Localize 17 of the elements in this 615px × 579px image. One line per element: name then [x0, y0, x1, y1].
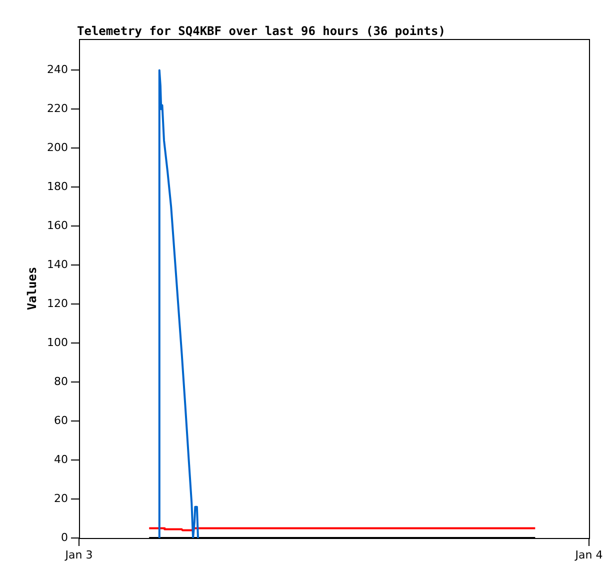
- y-tick-label: 180: [47, 180, 68, 193]
- y-tick-label: 240: [47, 63, 68, 76]
- x-tick-label: Jan 4: [574, 548, 603, 562]
- y-tick-label: 20: [54, 492, 68, 505]
- y-axis-title: Values: [25, 266, 40, 310]
- y-tick-label: 200: [47, 141, 68, 154]
- chart-title: Telemetry for SQ4KBF over last 96 hours (36 points): [77, 24, 446, 38]
- y-tick-label: 40: [54, 452, 68, 466]
- y-tick-label: 80: [54, 374, 68, 388]
- y-tick-label: 100: [47, 336, 68, 349]
- x-tick-label: Jan 3: [64, 548, 93, 562]
- y-tick-label: 140: [47, 258, 68, 271]
- y-tick-label: 0: [61, 530, 68, 544]
- y-tick-label: 120: [47, 296, 68, 310]
- y-tick-label: 220: [47, 102, 68, 116]
- y-tick-label: 160: [47, 218, 68, 232]
- y-tick-label: 60: [54, 414, 68, 427]
